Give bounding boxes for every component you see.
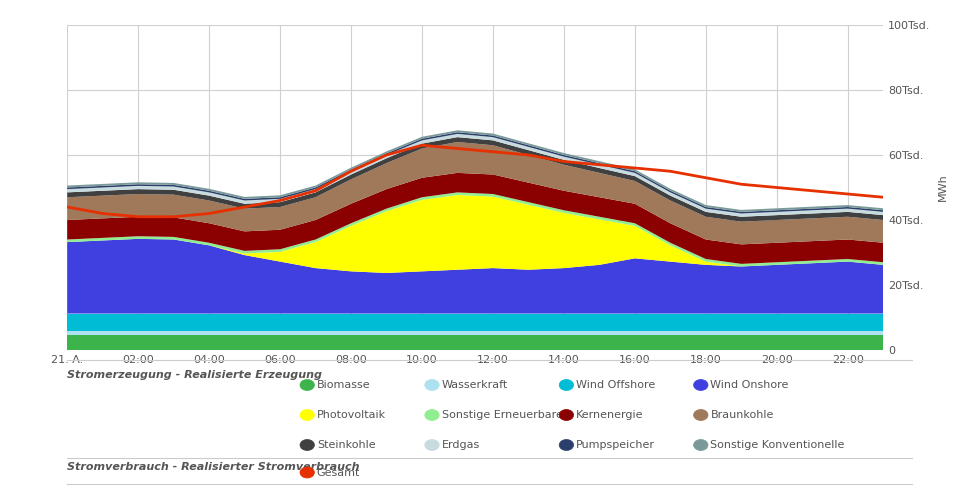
Text: Wind Offshore: Wind Offshore (576, 380, 656, 390)
Text: Steinkohle: Steinkohle (317, 440, 375, 450)
Text: Sonstige Konventionelle: Sonstige Konventionelle (710, 440, 845, 450)
Text: Sonstige Erneuerbare: Sonstige Erneuerbare (442, 410, 563, 420)
Text: Kernenergie: Kernenergie (576, 410, 643, 420)
Text: Wasserkraft: Wasserkraft (442, 380, 508, 390)
Text: Photovoltaik: Photovoltaik (317, 410, 386, 420)
Text: Gesamt: Gesamt (317, 468, 360, 477)
Text: Biomasse: Biomasse (317, 380, 371, 390)
Text: Pumpspeicher: Pumpspeicher (576, 440, 655, 450)
Y-axis label: MWh: MWh (937, 174, 948, 202)
Text: Stromverbrauch - Realisierter Stromverbrauch: Stromverbrauch - Realisierter Stromverbr… (67, 462, 360, 472)
Text: Braunkohle: Braunkohle (710, 410, 774, 420)
Text: Stromerzeugung - Realisierte Erzeugung: Stromerzeugung - Realisierte Erzeugung (67, 370, 323, 380)
Text: Wind Onshore: Wind Onshore (710, 380, 789, 390)
Text: Erdgas: Erdgas (442, 440, 480, 450)
